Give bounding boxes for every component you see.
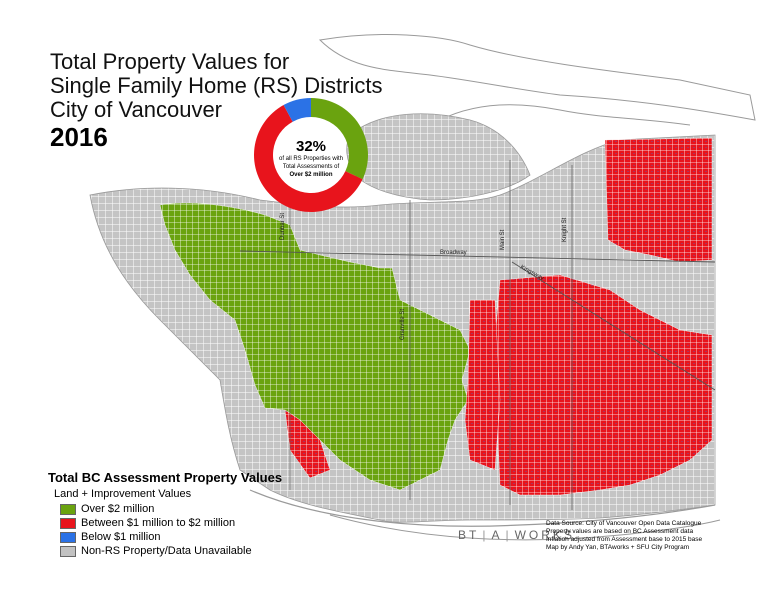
title-line-2: Single Family Home (RS) Districts [50,73,383,98]
legend: Total BC Assessment Property Values Land… [48,470,282,558]
donut-chart [253,98,369,213]
source-line-2: Property values are based on BC Assessme… [546,528,694,535]
downtown-peninsula [346,113,531,201]
region-1m-2m-central [464,299,501,471]
legend-swatch-blue [60,531,76,543]
donut-caption-3: Over $2 million [289,172,333,178]
source-line-4: Map by Andy Yan, BTAworks + SFU City Pro… [546,544,690,551]
donut-caption-1: of all RS Properties with [278,156,344,162]
legend-item-non-rs: Non-RS Property/Data Unavailable [60,544,282,558]
title-year: 2016 [50,122,108,152]
donut-segment-below-1m [283,98,311,122]
legend-item-over-2m: Over $2 million [60,502,282,516]
legend-label: Between $1 million to $2 million [81,517,236,529]
legend-title: Total BC Assessment Property Values [48,470,283,485]
street-label-broadway: Broadway [440,250,467,256]
north-shore-outline [318,34,756,121]
title-line-3: City of Vancouver [50,97,223,122]
legend-swatch-red [60,517,76,529]
source-line-3: Inflation adjusted from Assessment base … [546,536,703,543]
donut-segment-1m-2m [253,105,363,213]
fraser-river [249,489,716,527]
source-line-1: Data Source: City of Vancouver Open Data… [546,520,702,527]
street-label-dunbar: Dunbar St [280,213,286,240]
legend-swatch-grey [60,545,76,557]
street-label-main: Main St [500,229,506,250]
legend-label: Below $1 million [81,531,161,543]
title-line-1: Total Property Values for [50,49,290,74]
legend-item-1m-2m: Between $1 million to $2 million [60,516,282,530]
donut-label: 32% of all RS Properties with Total Asse… [268,138,354,179]
donut-segment-over-2m [311,98,369,180]
legend-label: Over $2 million [81,503,155,515]
legend-label: Non-RS Property/Data Unavailable [81,545,252,557]
region-over-2m [159,202,471,491]
legend-subtitle: Land + Improvement Values [54,488,192,500]
legend-item-below-1m: Below $1 million [60,530,282,544]
region-1m-2m-northeast [604,137,713,263]
donut-caption-2: Total Assessments of [282,164,340,170]
data-source-notes: Data Source: City of Vancouver Open Data… [546,520,702,552]
donut-percent: 32% [295,138,327,155]
street-label-knight: Knight St [562,217,568,242]
legend-swatch-green [60,503,76,515]
street-label-granville: Granville St [400,309,406,340]
btaworks-logo: BT | A | WORKS [458,528,575,542]
